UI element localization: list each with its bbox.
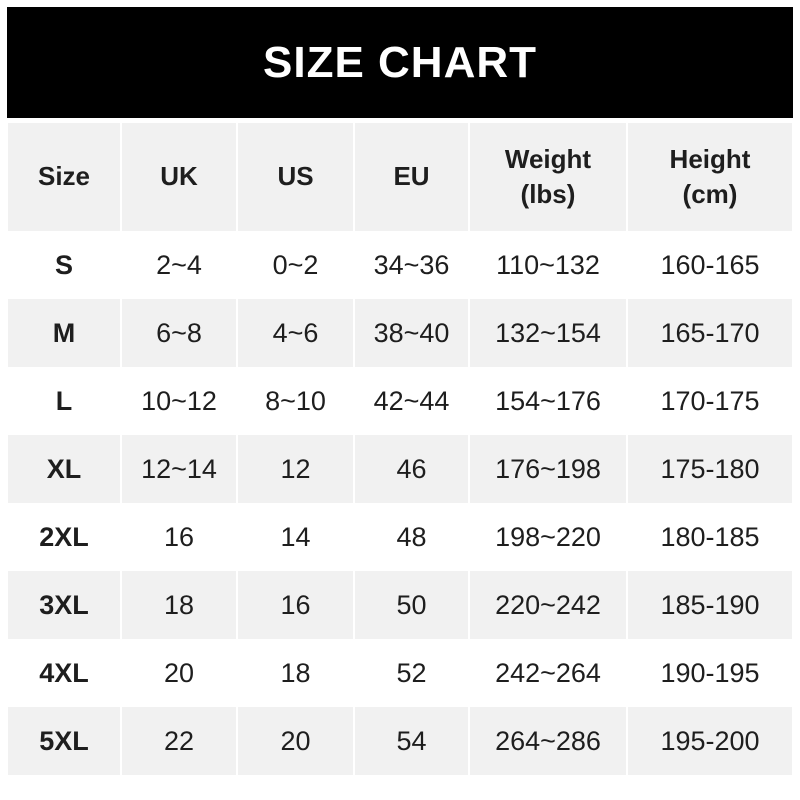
cell-4xl-weight-lbs: 242~264: [470, 639, 626, 707]
cell-m-height-cm: 165-170: [628, 299, 792, 367]
header-cell-weight-lbs: Weight (lbs): [470, 123, 626, 231]
cell-4xl-height-cm: 190-195: [628, 639, 792, 707]
cell-xl-eu: 46: [355, 435, 468, 503]
cell-l-weight-lbs: 154~176: [470, 367, 626, 435]
cell-xl-weight-lbs: 176~198: [470, 435, 626, 503]
size-chart-banner: SIZE CHART: [7, 7, 793, 118]
cell-l-eu: 42~44: [355, 367, 468, 435]
cell-3xl-us: 16: [238, 571, 353, 639]
cell-s-uk: 2~4: [122, 231, 236, 299]
cell-4xl-uk: 20: [122, 639, 236, 707]
header-cell-size: Size: [8, 123, 120, 231]
header-cell-eu: EU: [355, 123, 468, 231]
cell-2xl-height-cm: 180-185: [628, 503, 792, 571]
cell-l-us: 8~10: [238, 367, 353, 435]
page-title: SIZE CHART: [263, 37, 537, 87]
cell-m-eu: 38~40: [355, 299, 468, 367]
cell-5xl-weight-lbs: 264~286: [470, 707, 626, 775]
cell-3xl-size: 3XL: [8, 571, 120, 639]
cell-s-us: 0~2: [238, 231, 353, 299]
cell-4xl-eu: 52: [355, 639, 468, 707]
cell-4xl-us: 18: [238, 639, 353, 707]
cell-5xl-uk: 22: [122, 707, 236, 775]
cell-m-uk: 6~8: [122, 299, 236, 367]
cell-3xl-eu: 50: [355, 571, 468, 639]
cell-2xl-us: 14: [238, 503, 353, 571]
cell-3xl-weight-lbs: 220~242: [470, 571, 626, 639]
cell-xl-size: XL: [8, 435, 120, 503]
cell-m-us: 4~6: [238, 299, 353, 367]
cell-l-size: L: [8, 367, 120, 435]
size-chart-table: Size UK US EU Weight (lbs) Height (cm) S 2~4 0~2 34…: [8, 123, 792, 775]
cell-s-size: S: [8, 231, 120, 299]
cell-5xl-size: 5XL: [8, 707, 120, 775]
cell-m-size: M: [8, 299, 120, 367]
cell-s-eu: 34~36: [355, 231, 468, 299]
cell-l-uk: 10~12: [122, 367, 236, 435]
cell-5xl-height-cm: 195-200: [628, 707, 792, 775]
cell-xl-height-cm: 175-180: [628, 435, 792, 503]
cell-xl-us: 12: [238, 435, 353, 503]
cell-s-weight-lbs: 110~132: [470, 231, 626, 299]
cell-xl-uk: 12~14: [122, 435, 236, 503]
cell-l-height-cm: 170-175: [628, 367, 792, 435]
cell-m-weight-lbs: 132~154: [470, 299, 626, 367]
header-cell-uk: UK: [122, 123, 236, 231]
cell-2xl-weight-lbs: 198~220: [470, 503, 626, 571]
cell-5xl-us: 20: [238, 707, 353, 775]
cell-s-height-cm: 160-165: [628, 231, 792, 299]
cell-4xl-size: 4XL: [8, 639, 120, 707]
cell-5xl-eu: 54: [355, 707, 468, 775]
cell-3xl-uk: 18: [122, 571, 236, 639]
cell-2xl-uk: 16: [122, 503, 236, 571]
cell-2xl-eu: 48: [355, 503, 468, 571]
cell-3xl-height-cm: 185-190: [628, 571, 792, 639]
header-cell-us: US: [238, 123, 353, 231]
header-cell-height-cm: Height (cm): [628, 123, 792, 231]
cell-2xl-size: 2XL: [8, 503, 120, 571]
